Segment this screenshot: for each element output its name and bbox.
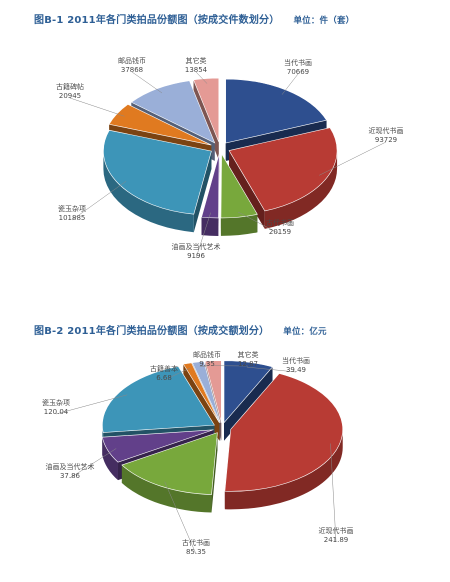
- leader-line: [69, 448, 117, 479]
- leader-line: [319, 141, 387, 176]
- pie-slice: [201, 153, 220, 219]
- slice-value: 13854: [185, 66, 208, 74]
- pie-slice-wall: [224, 429, 343, 510]
- unit-label: 单位：亿元: [283, 327, 327, 337]
- slice-value: 85.35: [186, 548, 206, 556]
- slice-value: 70669: [287, 68, 309, 76]
- pie-slice: [225, 78, 328, 144]
- pie-slice: [101, 429, 214, 463]
- slice-label: 当代书画: [284, 58, 312, 67]
- slice-value: 37868: [121, 66, 143, 74]
- slice-value: 20159: [269, 228, 291, 236]
- leader-line: [55, 394, 128, 415]
- slice-value: 120.04: [44, 408, 69, 416]
- chart-title-text: 图B-2 2011年各门类拍品份额图（按成交额划分）: [34, 326, 270, 337]
- slice-value: 101885: [59, 214, 86, 222]
- pie-slice: [228, 127, 338, 212]
- pie-slice: [130, 80, 216, 144]
- pie-slice-wall: [220, 214, 258, 236]
- leader-line: [330, 443, 337, 543]
- leader-line: [164, 481, 197, 555]
- slice-label: 其它类: [238, 350, 259, 359]
- pie-slice: [193, 77, 220, 143]
- unit-label: 单位：件（套）: [293, 16, 355, 26]
- slice-value: 9.35: [199, 360, 215, 368]
- slice-label: 油画及当代艺术: [46, 462, 95, 471]
- pie-chart-by-amount: 图B-2 2011年各门类拍品份额图（按成交额划分） 单位：亿元 当代书画 39.4…: [0, 310, 450, 582]
- pie-slice: [102, 366, 215, 433]
- slice-label: 瓷玉杂项: [42, 398, 70, 407]
- leader-line: [237, 211, 281, 235]
- pie-slice-wall: [121, 465, 212, 513]
- pie-slice-wall: [103, 151, 194, 233]
- pie-slice-edge: [229, 150, 265, 229]
- pie-slice: [103, 129, 212, 215]
- pie-chart-by-count: 图B-1 2011年各门类拍品份额图（按成交件数划分） 单位：件（套） 当代书画 7…: [0, 0, 450, 290]
- pie-slice-wall: [264, 150, 338, 229]
- leader-line: [163, 367, 191, 381]
- leader-line: [199, 365, 208, 368]
- leader-line: [195, 212, 211, 259]
- slice-label: 当代书画: [282, 356, 310, 365]
- slice-label: 近现代书画: [369, 126, 404, 135]
- leader-line: [281, 73, 299, 95]
- slice-value: 39.49: [286, 366, 306, 374]
- slice-label: 古籍善本: [150, 364, 178, 373]
- pie-slice: [223, 360, 274, 424]
- slice-label: 油画及当代艺术: [172, 242, 221, 251]
- pie-slice: [182, 362, 220, 423]
- slice-label: 邮品钱币: [118, 56, 146, 65]
- pie-slice-edge: [193, 151, 212, 233]
- leader-line: [131, 71, 163, 94]
- slice-label: 邮品钱币: [193, 350, 221, 359]
- slice-value: 12.87: [238, 360, 258, 368]
- slice-value: 93729: [375, 136, 397, 144]
- chart-title: 图B-1 2011年各门类拍品份额图（按成交件数划分） 单位：件（套）: [34, 11, 354, 26]
- slice-value: 6.68: [156, 374, 172, 382]
- slice-label: 古代书画: [266, 218, 294, 227]
- slice-label: 近现代书画: [319, 526, 354, 535]
- leader-line: [246, 366, 297, 373]
- slice-label: 瓷玉杂项: [58, 204, 86, 213]
- slice-value: 9196: [187, 252, 205, 260]
- pie-slice: [220, 152, 258, 219]
- slice-label: 古代书画: [182, 538, 210, 547]
- pie-slice: [224, 373, 343, 492]
- pie-slice-wall: [201, 217, 219, 236]
- chart-title-text: 图B-1 2011年各门类拍品份额图（按成交件数划分）: [34, 15, 280, 26]
- slice-value: 37.86: [60, 472, 81, 480]
- slice-label: 古籍碑帖: [56, 82, 84, 91]
- pie-slice: [204, 360, 222, 423]
- leader-line: [195, 71, 208, 84]
- pie-slice: [191, 361, 221, 423]
- slice-value: 241.89: [324, 536, 349, 544]
- pie-slice-edge: [211, 432, 218, 513]
- leader-line: [71, 180, 127, 221]
- chart-title: 图B-2 2011年各门类拍品份额图（按成交额划分） 单位：亿元: [34, 322, 327, 337]
- slice-value: 20945: [59, 92, 81, 100]
- slice-label: 其它类: [186, 56, 207, 65]
- pie-slice: [121, 432, 218, 495]
- leader-line: [69, 97, 125, 117]
- pie-slice-edge: [224, 366, 273, 441]
